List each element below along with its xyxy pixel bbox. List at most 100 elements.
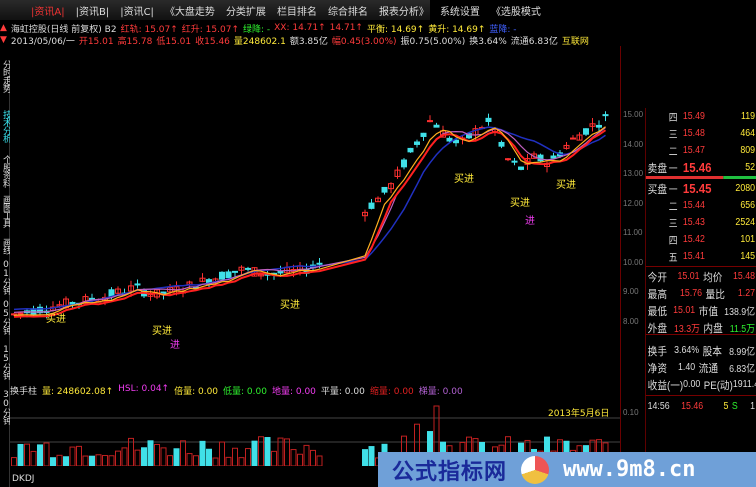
quote-value: 低15.01 xyxy=(156,36,192,47)
volume-bar xyxy=(368,446,375,466)
side-tab[interactable]: 01分钟 xyxy=(1,260,10,294)
side-tab[interactable]: 画图工具 xyxy=(1,195,10,227)
volume-bar xyxy=(297,453,303,466)
divider xyxy=(645,334,756,335)
side-tab[interactable]: 30分钟 xyxy=(1,390,10,424)
board-row: 净资 1.40 流通 6.83亿 xyxy=(646,359,756,376)
board-row: 外盘 13.3万 内盘 11.5万 xyxy=(646,319,756,336)
volume-bar xyxy=(290,449,297,466)
side-tab[interactable]: 技术分析 xyxy=(1,110,10,142)
side-tab[interactable]: 画线 xyxy=(1,238,10,254)
menu-item[interactable]: 《大盘走势 xyxy=(164,6,215,18)
indicator-value: 红轨: 15.07↑ xyxy=(120,24,178,35)
order-book-panel: 四 15.49 119 三 15.48 464 二 15.47 809 卖盘一 15.46 52 买盘一… xyxy=(645,108,756,478)
indicator-value: 黄升: 14.69↑ xyxy=(428,24,486,35)
indicator-item: 地量: 0.00 xyxy=(271,387,316,397)
side-tab[interactable]: 05分钟 xyxy=(1,300,10,334)
candle-body xyxy=(596,124,602,128)
stat-value: 1.40 xyxy=(678,362,696,373)
tick-side: S xyxy=(731,401,738,412)
volume-bar xyxy=(232,447,238,466)
stat-value: 15.01 xyxy=(677,271,700,282)
volume-bar xyxy=(63,456,69,466)
menu-item[interactable]: |资讯A| xyxy=(31,6,65,18)
moving-average-line xyxy=(13,126,606,311)
candle-body xyxy=(316,262,323,265)
candle-body xyxy=(375,197,381,203)
indicator-item: 梯量: 0.00 xyxy=(418,387,463,397)
price-tick: 11.00 xyxy=(623,228,643,237)
volume-bar xyxy=(167,455,173,466)
candle-body xyxy=(277,270,284,274)
watermark-banner: 公式指标网 www.9m8.cn xyxy=(378,452,756,487)
date-label: 2013年5月6日 xyxy=(548,409,610,419)
menu-item[interactable]: 系统设置 xyxy=(439,6,480,18)
candle-body xyxy=(362,211,368,217)
quote-value: 互联网 xyxy=(561,36,589,47)
sub-indicator-name[interactable]: DKDJ xyxy=(12,474,35,484)
candle-body xyxy=(498,141,505,147)
bid-volume: 2080 xyxy=(735,183,755,194)
sell-label: 卖盘 xyxy=(647,162,667,175)
divider xyxy=(645,266,756,267)
candle-body xyxy=(531,153,537,159)
volume-bar xyxy=(225,456,232,466)
menu-item[interactable]: |资讯B| xyxy=(75,6,110,18)
indicator-header: 换手柱 量: 248602.08↑ HSL: 0.04↑ 倍量: 0.00 低量: 0… xyxy=(10,384,463,397)
side-tab[interactable]: 15分钟 xyxy=(1,345,10,379)
candle-body xyxy=(401,159,407,168)
candle-body xyxy=(199,277,206,282)
stat-value: 0.00 xyxy=(683,379,701,390)
tick-time: 14:56 xyxy=(647,401,670,412)
buy-label: 买盘 xyxy=(647,183,667,196)
volume-bar xyxy=(17,443,24,466)
side-tab[interactable]: 个股资料 xyxy=(1,155,10,187)
candle-body xyxy=(82,296,89,304)
stat-label: 市值 xyxy=(698,305,719,318)
menu-item[interactable]: 报表分析》 xyxy=(378,6,429,18)
menu-item[interactable]: 分类扩展 xyxy=(225,6,266,18)
watermark-url: www.9m8.cn xyxy=(563,457,696,482)
menu-item[interactable]: 栏目排名 xyxy=(276,6,317,18)
candle-body xyxy=(576,134,583,141)
price-tick: 15.00 xyxy=(623,110,644,119)
ask-price: 15.46 xyxy=(682,160,712,175)
board-row: 四 15.42 101 xyxy=(646,231,756,248)
price-tick: 14.00 xyxy=(623,139,644,149)
menu-item[interactable]: |资讯C| xyxy=(120,6,154,18)
level-label: 一 xyxy=(668,185,678,196)
stat-label: PE(动) xyxy=(703,379,733,392)
menu-item[interactable]: 综合排名 xyxy=(327,6,368,18)
candle-body xyxy=(453,139,459,144)
watermark-logo-icon xyxy=(521,455,550,484)
side-tab[interactable]: 分时走势 xyxy=(1,60,10,92)
volume-bar xyxy=(95,454,102,466)
volume-bar xyxy=(50,457,56,466)
volume-bar xyxy=(505,436,511,466)
volume-bar xyxy=(115,450,121,466)
volume-bar xyxy=(427,431,433,466)
candle-body xyxy=(563,144,570,149)
side-tabs: 分时走势技术分析个股资料画图工具画线 01分钟 05分钟 15分钟 30分钟 xyxy=(0,60,10,487)
indicator-value: 蓝降: - xyxy=(489,24,517,35)
candle-body xyxy=(420,132,427,137)
board-row: 二 15.44 656 xyxy=(646,197,756,214)
volume-bar xyxy=(102,455,108,466)
volume-bar xyxy=(212,457,219,466)
volume-bar xyxy=(134,449,141,466)
bid-volume: 101 xyxy=(740,234,755,245)
quote-date: 2013/05/06/一 xyxy=(10,36,75,47)
indicator-value: 绿降: - xyxy=(242,24,271,35)
level-label: 五 xyxy=(668,253,678,264)
menu-item[interactable]: 《选股模式 xyxy=(490,6,541,18)
volume-bar xyxy=(173,448,180,466)
candle-body xyxy=(570,137,576,140)
bid-volume: 145 xyxy=(740,251,755,262)
price-tick: 8.00 xyxy=(623,316,639,326)
scroll-up-icon[interactable]: ▲ xyxy=(0,23,7,33)
indicator-item: 量: 248602.08↑ xyxy=(42,387,114,397)
scroll-down-icon[interactable]: ▼ xyxy=(0,35,7,45)
candle-body xyxy=(115,288,121,294)
indicator-item: HSL: 0.04↑ xyxy=(118,384,170,394)
